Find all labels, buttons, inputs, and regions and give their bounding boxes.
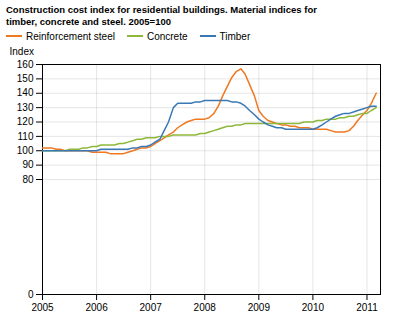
svg-text:2010: 2010 (302, 301, 325, 312)
svg-text:140: 140 (17, 87, 34, 98)
svg-text:2008: 2008 (194, 301, 217, 312)
svg-text:2006: 2006 (85, 301, 108, 312)
svg-text:160: 160 (17, 58, 34, 69)
html-text:Reinforcement steel: Reinforcement steel (26, 30, 115, 42)
html-text:Timber: Timber (219, 30, 251, 42)
svg-text:2005: 2005 (31, 301, 54, 312)
html-text:Construction cost index for re: Construction cost index for residential … (6, 4, 317, 27)
svg-text:0: 0 (28, 288, 34, 299)
svg-text:120: 120 (17, 116, 34, 127)
svg-text:130: 130 (17, 102, 34, 113)
svg-text:100: 100 (17, 145, 34, 156)
svg-text:2009: 2009 (248, 301, 271, 312)
svg-text:110: 110 (18, 130, 34, 141)
svg-text:2007: 2007 (140, 301, 163, 312)
html-text:Concrete: Concrete (146, 30, 188, 42)
svg-text:150: 150 (17, 73, 34, 84)
svg-text:80: 80 (22, 173, 34, 184)
svg-text:90: 90 (22, 159, 34, 170)
svg-text:Index: Index (10, 45, 34, 56)
svg-text:2011: 2011 (356, 301, 378, 312)
